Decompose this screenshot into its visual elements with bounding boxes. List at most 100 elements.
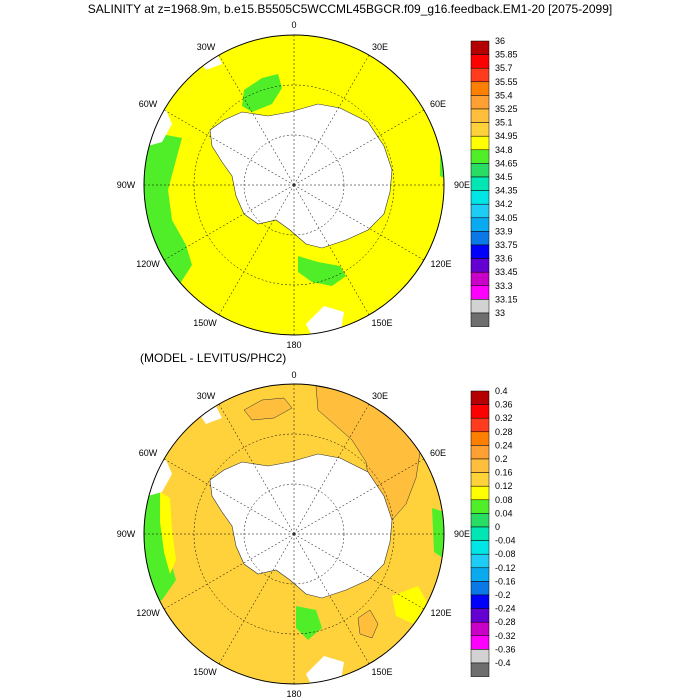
- bottom-lon-label: 30W: [197, 391, 216, 401]
- bottom-colorbar-swatch: [470, 458, 490, 473]
- top-colorbar-label: 33.6: [495, 254, 513, 264]
- top-colorbar-label: 33: [495, 308, 505, 318]
- bottom-colorbar-label: 0.16: [495, 468, 513, 478]
- top-colorbar-label: 33.15: [495, 294, 518, 304]
- top-lon-label: 60W: [139, 99, 158, 109]
- top-colorbar-swatch: [470, 122, 490, 137]
- top-lon-label: 30E: [372, 42, 388, 52]
- top-colorbar-label: 34.35: [495, 186, 518, 196]
- top-colorbar-swatch: [470, 190, 490, 205]
- bottom-colorbar-swatch: [470, 553, 490, 569]
- top-colorbar-label: 33.75: [495, 240, 518, 250]
- bottom-colorbar-label: -0.36: [495, 644, 516, 654]
- bottom-colorbar-label: -0.2: [495, 590, 511, 600]
- top-lon-label: 150E: [371, 318, 392, 328]
- bottom-colorbar-label: 0.36: [495, 400, 513, 410]
- top-lon-label: 90W: [117, 180, 136, 190]
- top-colorbar-label: 34.05: [495, 213, 518, 223]
- top-map-new-zealand: [306, 306, 344, 335]
- bottom-colorbar-swatch: [470, 404, 490, 419]
- bottom-lon-label: 150W: [193, 667, 217, 677]
- bottom-colorbar-swatch: [470, 417, 490, 433]
- bottom-colorbar-swatch: [470, 581, 490, 596]
- bottom-colorbar-swatch: [470, 445, 490, 460]
- bottom-map-northwest-orange-patch: [243, 397, 293, 421]
- top-colorbar-swatch: [470, 40, 490, 55]
- bottom-map-south-orange-patch: [357, 609, 379, 639]
- bottom-colorbar-label: 0.28: [495, 427, 513, 437]
- top-map-south-green-patch: [298, 256, 346, 286]
- bottom-colorbar-swatch: [470, 635, 490, 650]
- top-map-graticule: [144, 35, 444, 335]
- bottom-lon-label: 30E: [372, 391, 388, 401]
- bottom-colorbar-swatch: [470, 390, 490, 405]
- bottom-colorbar-label: -0.4: [495, 658, 511, 668]
- top-lon-label: 180: [286, 340, 301, 350]
- top-colorbar-label: 34.2: [495, 199, 513, 209]
- bottom-colorbar-label: 0: [495, 522, 500, 532]
- top-colorbar-swatch: [470, 176, 490, 191]
- bottom-colorbar-label: -0.16: [495, 576, 516, 586]
- top-colorbar-swatch: [470, 54, 490, 69]
- bottom-colorbar-swatch: [470, 540, 490, 555]
- top-colorbar-swatch: [470, 81, 490, 96]
- bottom-lon-label: 90E: [454, 529, 470, 539]
- bottom-colorbar-label: -0.24: [495, 604, 516, 614]
- top-colorbar-swatch: [470, 231, 490, 246]
- bottom-lon-label: 120E: [430, 608, 451, 618]
- bottom-lon-label: 60E: [430, 448, 446, 458]
- top-lon-label: 0: [291, 20, 296, 30]
- bottom-colorbar-swatch: [470, 608, 490, 623]
- bottom-map-southeast-yellow-patch: [392, 586, 428, 624]
- bottom-lon-label: 120W: [136, 608, 160, 618]
- top-colorbar-label: 35.1: [495, 118, 513, 128]
- bottom-colorbar-label: -0.32: [495, 631, 516, 641]
- top-lon-label: 120E: [430, 259, 451, 269]
- bottom-map-west-yellow-strip: [160, 492, 176, 574]
- bottom-colorbar-label: -0.04: [495, 536, 516, 546]
- bottom-colorbar-label: 0.4: [495, 386, 508, 396]
- top-colorbar-swatch: [470, 95, 490, 110]
- top-colorbar-swatch: [470, 203, 490, 219]
- top-lon-label: 30W: [197, 42, 216, 52]
- top-colorbar-swatch: [470, 271, 490, 287]
- bottom-colorbar-label: 0.2: [495, 454, 508, 464]
- top-map-longitude-labels: 0 30E 60E 90E 120E 150E 180 150W 120W 90…: [117, 20, 470, 350]
- top-colorbar-swatch: [470, 244, 490, 259]
- bottom-colorbar-label: 0.04: [495, 508, 513, 518]
- bottom-colorbar-swatch: [470, 649, 490, 664]
- bottom-colorbar-swatch: [470, 485, 490, 501]
- bottom-colorbar-swatch: [470, 621, 490, 637]
- top-colorbar-swatch: [470, 108, 490, 123]
- bottom-lon-label: 150E: [371, 667, 392, 677]
- top-colorbar-label: 34.95: [495, 131, 518, 141]
- top-colorbar-label: 33.3: [495, 281, 513, 291]
- top-colorbar-label: 35.4: [495, 90, 513, 100]
- top-colorbar-label: 34.8: [495, 145, 513, 155]
- top-lon-label: 60E: [430, 99, 446, 109]
- bottom-colorbar-label: -0.08: [495, 549, 516, 559]
- bottom-map-graticule: [144, 384, 444, 684]
- top-colorbar-label: 35.85: [495, 50, 518, 60]
- top-lon-label: 150W: [193, 318, 217, 328]
- top-colorbar-label: 35.55: [495, 77, 518, 87]
- top-colorbar-label: 35.7: [495, 63, 513, 73]
- top-colorbar-swatch: [470, 217, 490, 232]
- top-colorbar-swatch: [470, 258, 490, 273]
- top-colorbar-label: 35.25: [495, 104, 518, 114]
- bottom-colorbar-label: 0.32: [495, 413, 513, 423]
- bottom-colorbar-swatch: [470, 472, 490, 487]
- bottom-map-title: (MODEL - LEVITUS/PHC2): [140, 351, 287, 365]
- bottom-colorbar-swatch: [470, 662, 490, 677]
- top-colorbar-swatch: [470, 312, 490, 327]
- bottom-map-south-green-patch: [296, 606, 322, 640]
- top-colorbar-label: 34.5: [495, 172, 513, 182]
- top-map-boundary: [143, 34, 445, 336]
- bottom-colorbar: 0.4 0.36 0.32 0.28 0.24 0.2 0.16 0.12 0.08 0.04 0 -…: [470, 386, 516, 677]
- bottom-colorbar-swatch: [470, 499, 490, 514]
- bottom-colorbar-label: 0.12: [495, 481, 513, 491]
- top-map-north-green-patch: [242, 74, 282, 112]
- top-colorbar-swatch: [470, 135, 490, 151]
- top-colorbar-swatch: [470, 67, 490, 83]
- bottom-colorbar-label: -0.28: [495, 617, 516, 627]
